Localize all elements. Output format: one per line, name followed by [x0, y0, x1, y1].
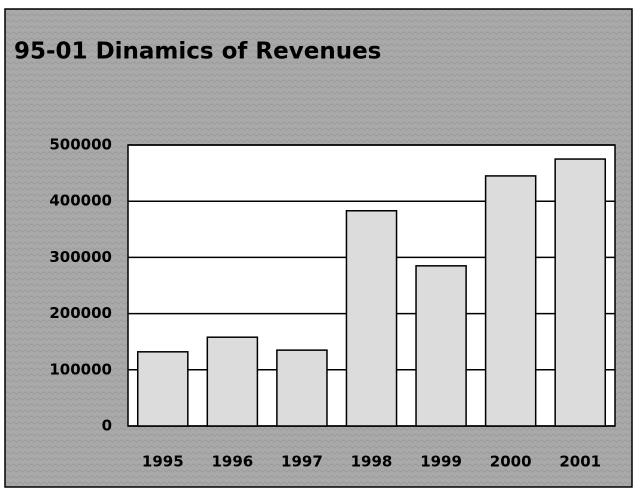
x-tick-label: 1999 [420, 453, 462, 471]
x-tick-label: 1996 [211, 453, 253, 471]
x-tick-label: 2000 [490, 453, 532, 471]
bar [415, 265, 467, 427]
y-tick-label: 0 [102, 417, 112, 435]
bar [276, 349, 328, 427]
x-tick-label: 1995 [142, 453, 184, 471]
y-tick-label: 200000 [49, 304, 112, 322]
y-tick-label: 500000 [49, 136, 112, 154]
bar [345, 210, 398, 427]
chart-title: 95-01 Dinamics of Revenues [14, 39, 381, 65]
bar [206, 336, 259, 427]
y-tick-label: 300000 [49, 248, 112, 266]
bar [554, 158, 607, 427]
bar [136, 351, 189, 427]
y-tick-label: 400000 [49, 192, 112, 210]
x-tick-label: 1998 [351, 453, 393, 471]
y-tick-label: 100000 [49, 360, 112, 378]
x-tick-label: 1997 [281, 453, 323, 471]
x-tick-label: 2001 [559, 453, 601, 471]
bar [484, 175, 537, 427]
